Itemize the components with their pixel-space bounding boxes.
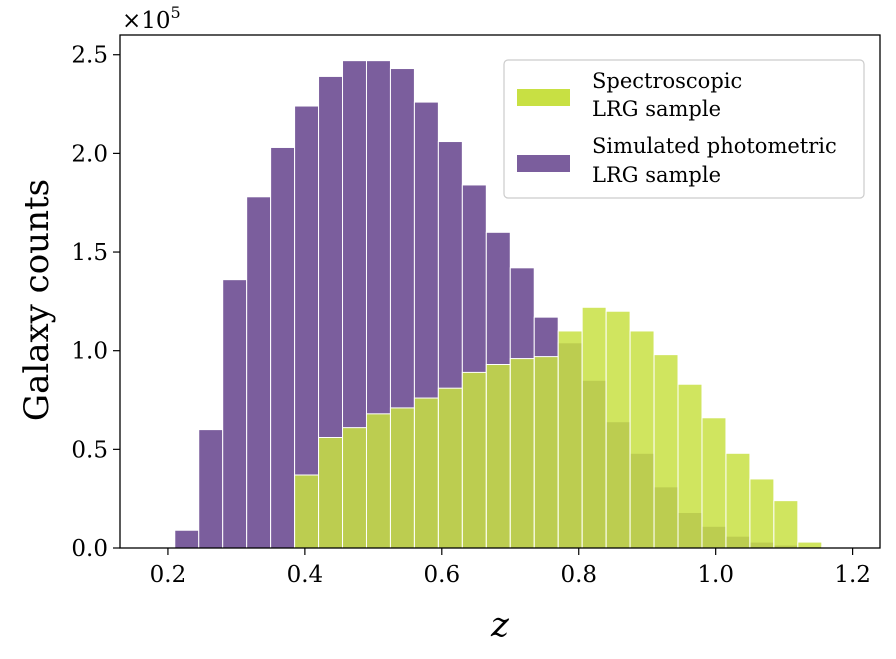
- spectroscopic-bar-8: [365, 413, 391, 549]
- y-offset-base: ×10: [122, 8, 171, 34]
- x-axis-title: z: [490, 605, 510, 645]
- spectroscopic-bar-5: [294, 474, 320, 549]
- y-tick-label-2: 1.0: [71, 339, 108, 365]
- spectroscopic-bar-13: [485, 364, 511, 549]
- x-tick-label-3: 0.8: [560, 562, 597, 588]
- y-offset-label: ×105: [122, 3, 181, 34]
- x-tick-label-4: 1.0: [697, 562, 734, 588]
- y-offset-exponent: 5: [171, 3, 181, 22]
- legend-swatch-spectroscopic: [517, 89, 570, 106]
- x-tick-label-1: 0.4: [287, 562, 324, 588]
- x-tick-label-0: 0.2: [150, 562, 187, 588]
- x-axis-ticks: 0.2 0.4 0.6 0.8 1.0 1.2: [150, 548, 871, 588]
- y-tick-label-1: 0.5: [71, 437, 108, 463]
- photometric-bar-2: [222, 279, 248, 549]
- y-axis-title: Galaxy counts: [17, 179, 57, 421]
- spectroscopic-bar-17: [581, 306, 607, 549]
- photometric-bar-3: [246, 196, 272, 549]
- legend-label-spectroscopic-line2: LRG sample: [592, 97, 721, 121]
- spectroscopic-bar-14: [509, 358, 535, 549]
- spectroscopic-bar-25: [773, 500, 799, 549]
- photometric-bar-0: [174, 529, 200, 549]
- bars-layer: [174, 60, 847, 549]
- legend-label-spectroscopic-line1: Spectroscopic: [592, 69, 742, 93]
- spectroscopic-bar-24: [749, 478, 775, 549]
- y-axis-ticks: 0.0 0.5 1.0 1.5 2.0 2.5: [71, 43, 120, 562]
- x-tick-label-5: 1.2: [834, 562, 871, 588]
- spectroscopic-bar-11: [437, 387, 463, 549]
- spectroscopic-bar-20: [653, 354, 679, 549]
- spectroscopic-bar-18: [605, 310, 631, 549]
- legend: Spectroscopic LRG sample Simulated photo…: [503, 59, 865, 199]
- legend-label-photometric-line2: LRG sample: [592, 163, 721, 187]
- legend-box: [503, 59, 865, 199]
- legend-swatch-photometric: [517, 155, 570, 172]
- spectroscopic-bar-15: [533, 356, 559, 549]
- spectroscopic-bar-23: [725, 452, 751, 549]
- photometric-bar-4: [270, 146, 296, 549]
- spectroscopic-bar-10: [413, 397, 439, 549]
- spectroscopic-bar-22: [701, 417, 727, 549]
- spectroscopic-bar-21: [677, 383, 703, 549]
- legend-label-photometric-line1: Simulated photometric: [592, 134, 837, 158]
- x-tick-label-2: 0.6: [424, 562, 461, 588]
- spectroscopic-bar-6: [318, 437, 344, 549]
- spectroscopic-bar-26: [797, 541, 823, 549]
- y-tick-label-3: 1.5: [71, 240, 108, 266]
- y-tick-label-0: 0.0: [71, 536, 108, 562]
- spectroscopic-bar-7: [342, 427, 367, 549]
- axes-frame: [119, 34, 881, 549]
- spectroscopic-bar-12: [461, 371, 487, 549]
- spectroscopic-bar-16: [557, 330, 583, 549]
- spectroscopic-bar-19: [629, 330, 655, 549]
- photometric-bar-1: [198, 429, 224, 549]
- y-tick-label-4: 2.0: [71, 141, 108, 167]
- y-tick-label-5: 2.5: [71, 43, 108, 69]
- spectroscopic-bar-9: [389, 407, 415, 549]
